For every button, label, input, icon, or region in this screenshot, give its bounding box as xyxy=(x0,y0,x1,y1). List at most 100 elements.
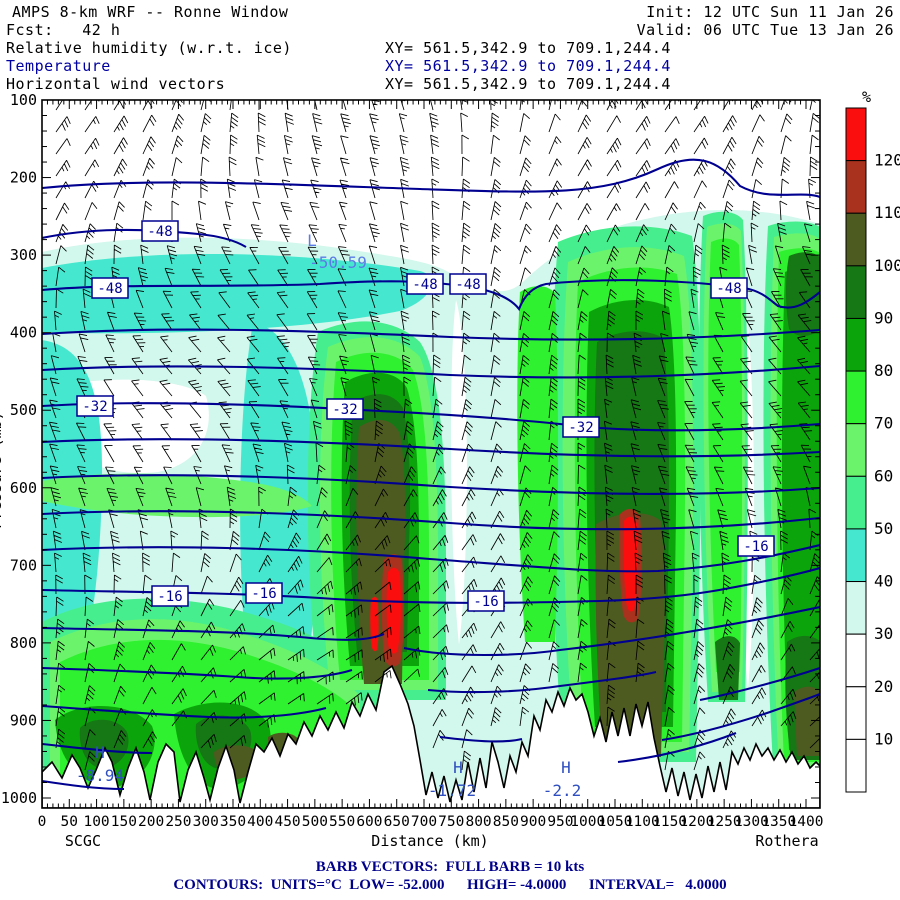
field-1-xy: XY= 561.5,342.9 to 709.1,244.4 xyxy=(385,39,671,57)
colorbar-segment xyxy=(845,370,867,425)
extremum-label: -8.94 xyxy=(76,766,124,785)
svg-text:-32: -32 xyxy=(568,420,593,436)
colorbar-segment xyxy=(845,317,867,372)
contour-legend: CONTOURS: UNITS=°C LOW= -52.000 HIGH= -4… xyxy=(173,877,727,893)
colorbar-segment xyxy=(845,686,867,740)
contour-label-box: -16 xyxy=(245,582,283,604)
x-tick-label: 650 xyxy=(384,814,410,830)
contour-label-box: -48 xyxy=(710,277,748,299)
svg-text:-48: -48 xyxy=(716,281,741,297)
field-2-xy: XY= 561.5,342.9 to 709.1,244.4 xyxy=(385,57,671,75)
plot-title: AMPS 8-km WRF -- Ronne Window xyxy=(12,3,289,21)
contour-label-box: -48 xyxy=(449,273,487,295)
svg-text:-48: -48 xyxy=(455,277,480,293)
x-tick-label: 850 xyxy=(493,814,519,830)
x-tick-label: 1050 xyxy=(598,814,633,830)
extremum-label: -50.59 xyxy=(309,253,367,272)
x-tick-label: 50 xyxy=(61,814,78,830)
colorbar-segment xyxy=(845,107,867,162)
x-tick-label: 1400 xyxy=(789,814,824,830)
svg-text:-48: -48 xyxy=(412,277,437,293)
colorbar-tick-label: 120 xyxy=(874,151,900,170)
y-tick-label: 600 xyxy=(10,479,37,497)
svg-text:-48: -48 xyxy=(147,224,172,240)
x-tick-label: 1150 xyxy=(652,814,687,830)
colorbar-segment xyxy=(845,738,867,793)
extrema-labels: L -50.59 H -8.94 H -1.72 H -2.2 xyxy=(76,231,581,800)
colorbar: 120 110 100 90 80 70 60 50 40 30 20 10% xyxy=(845,88,900,793)
contour-label-box: -32 xyxy=(76,395,114,417)
colorbar-segment xyxy=(845,475,867,530)
x-tick-label: 1250 xyxy=(707,814,742,830)
extremum-label: H xyxy=(561,758,571,777)
colorbar-segment xyxy=(845,423,867,477)
x-tick-label: 800 xyxy=(465,814,491,830)
x-tick-label: 300 xyxy=(193,814,219,830)
x-tick-label: 1300 xyxy=(734,814,769,830)
relative-humidity-shading xyxy=(42,100,820,808)
colorbar-tick-label: 110 xyxy=(874,203,900,222)
y-tick-label: 500 xyxy=(10,401,37,419)
colorbar-tick-label: 30 xyxy=(874,624,893,643)
colorbar-segment xyxy=(845,633,867,688)
svg-text:-32: -32 xyxy=(82,399,107,415)
colorbar-segment xyxy=(845,581,867,635)
y-tick-label: 200 xyxy=(10,169,37,187)
x-tick-label: 1000 xyxy=(570,814,605,830)
extremum-label: -1.72 xyxy=(428,781,476,800)
init-time: Init: 12 UTC Sun 11 Jan 26 xyxy=(646,3,894,21)
colorbar-tick-label: 20 xyxy=(874,677,893,696)
x-tick-label: 1350 xyxy=(761,814,796,830)
colorbar-segment xyxy=(845,160,867,214)
x-tick-label: 700 xyxy=(411,814,437,830)
x-tick-label: 450 xyxy=(274,814,300,830)
y-tick-label: 700 xyxy=(10,556,37,574)
forecast-hour: Fcst: 42 h xyxy=(6,21,121,39)
colorbar-tick-label: 70 xyxy=(874,414,893,433)
y-tick-label: 800 xyxy=(10,634,37,652)
x-tick-label: 600 xyxy=(356,814,382,830)
left-endpoint-label: SCGC xyxy=(65,832,101,850)
svg-text:-16: -16 xyxy=(157,589,182,605)
colorbar-segment xyxy=(845,212,867,267)
x-tick-label: 200 xyxy=(138,814,164,830)
y-tick-label: 400 xyxy=(10,324,37,342)
colorbar-tick-label: 80 xyxy=(874,361,893,380)
y-tick-label: 900 xyxy=(10,711,37,729)
x-tick-label: 250 xyxy=(165,814,191,830)
y-tick-label: 1000 xyxy=(1,789,37,807)
colorbar-tick-label: 50 xyxy=(874,519,893,538)
field-2-label: Temperature xyxy=(6,57,111,75)
right-endpoint-label: Rothera xyxy=(755,832,818,850)
svg-text:-16: -16 xyxy=(473,594,498,610)
field-1-label: Relative humidity (w.r.t. ice) xyxy=(6,39,292,57)
svg-text:-48: -48 xyxy=(97,281,122,297)
x-tick-label: 950 xyxy=(547,814,573,830)
y-axis-title: Pressure (mb) xyxy=(0,411,5,528)
contour-label-box: -32 xyxy=(562,416,600,438)
contour-label-box: -48 xyxy=(91,277,129,299)
x-tick-label: 750 xyxy=(438,814,464,830)
x-tick-label: 900 xyxy=(520,814,546,830)
y-tick-label: 300 xyxy=(10,246,37,264)
colorbar-tick-label: 10 xyxy=(874,729,893,748)
svg-text:-16: -16 xyxy=(251,586,276,602)
contour-label-box: -16 xyxy=(737,535,775,557)
field-3-xy: XY= 561.5,342.9 to 709.1,244.4 xyxy=(385,75,671,93)
x-tick-label: 550 xyxy=(329,814,355,830)
contour-label-box: -16 xyxy=(151,585,189,607)
extremum-label: H xyxy=(95,743,105,762)
colorbar-unit-label: % xyxy=(862,88,871,106)
colorbar-segment xyxy=(845,265,867,319)
x-tick-label: 1100 xyxy=(625,814,660,830)
colorbar-tick-label: 90 xyxy=(874,308,893,327)
x-tick-label: 0 xyxy=(38,814,47,830)
x-tick-label: 400 xyxy=(247,814,273,830)
colorbar-tick-label: 40 xyxy=(874,572,893,591)
colorbar-segment xyxy=(845,528,867,583)
x-tick-label: 150 xyxy=(111,814,137,830)
terrain-silhouette xyxy=(42,664,820,808)
plot-frame-and-axes: 0 50 100 150 200 250 300 350 400 450 500 550 600 650 7… xyxy=(1,91,824,850)
